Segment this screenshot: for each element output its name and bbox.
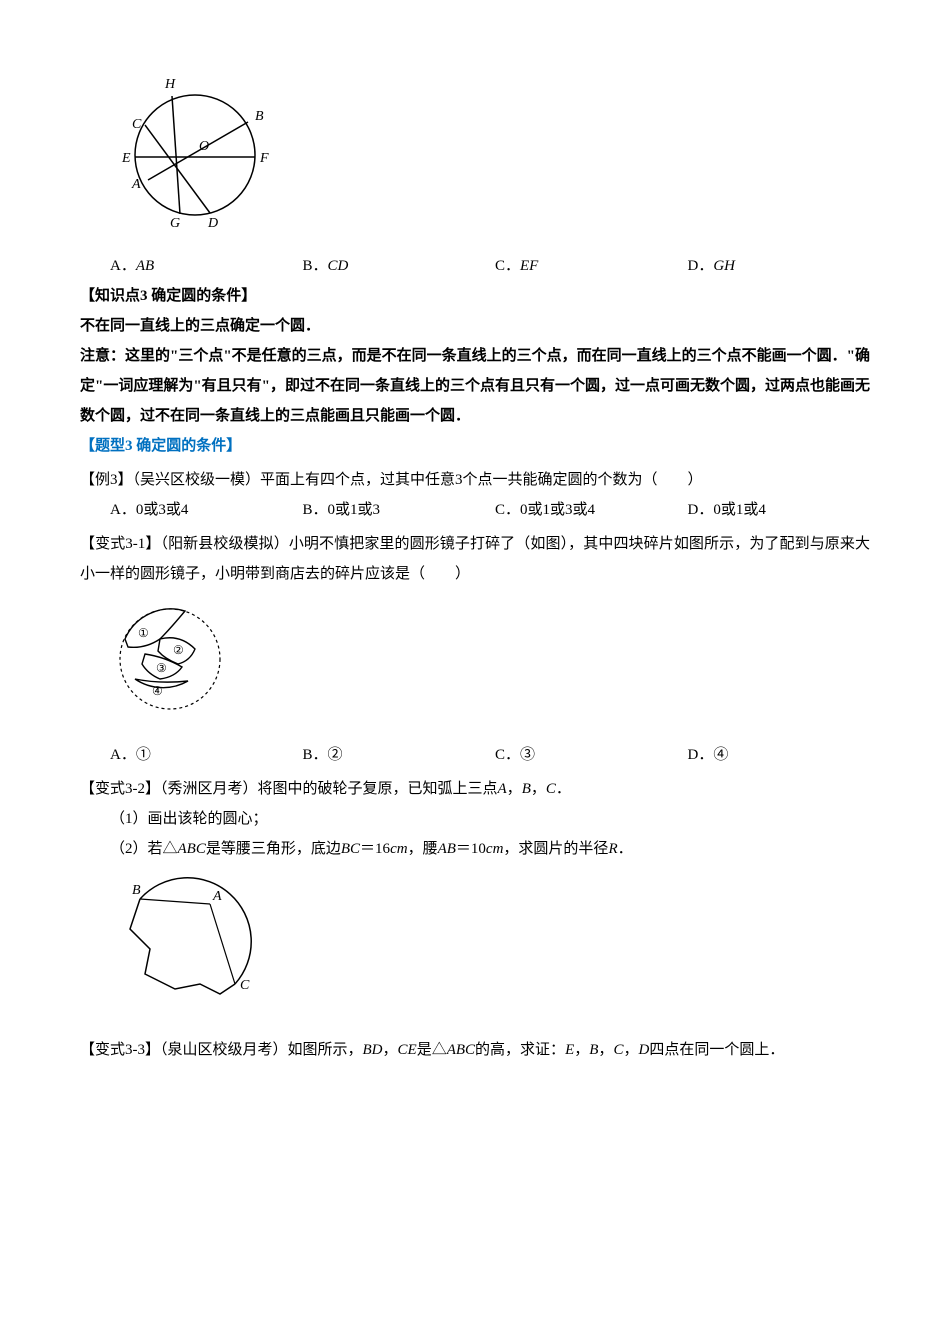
- tx3-title: 【题型3 确定圆的条件】: [80, 431, 870, 461]
- kp3-title: 【知识点3 确定圆的条件】: [80, 281, 870, 311]
- svg-text:②: ②: [173, 643, 184, 657]
- v32-sub1: （1）画出该轮的圆心；: [80, 804, 870, 834]
- label-C: C: [132, 117, 142, 132]
- v31-options: A．① B．② C．③ D．④: [80, 740, 870, 770]
- svg-text:③: ③: [156, 661, 167, 675]
- svg-text:④: ④: [152, 684, 163, 698]
- option-A: A．AB: [110, 251, 293, 281]
- v31-opt-D: D．④: [688, 740, 871, 770]
- figure-broken-wheel: B A C: [110, 874, 870, 1025]
- label-E: E: [121, 151, 131, 166]
- ex3-text: 【例3】（吴兴区校级一模）平面上有四个点，过其中任意3个点一共能确定圆的个数为（…: [80, 465, 870, 495]
- ex3-options: A．0或3或4 B．0或1或3 C．0或1或3或4 D．0或1或4: [80, 495, 870, 525]
- ex3-opt-B: B．0或1或3: [303, 495, 486, 525]
- q1-options: A．AB B．CD C．EF D．GH: [80, 251, 870, 281]
- v31-text: 【变式3-1】（阳新县校级模拟）小明不慎把家里的圆形镜子打碎了（如图），其中四块…: [80, 529, 870, 589]
- label-F: F: [259, 151, 269, 166]
- label-G: G: [170, 216, 180, 230]
- option-B: B．CD: [303, 251, 486, 281]
- option-D: D．GH: [688, 251, 871, 281]
- figure-broken-mirror: ① ② ③ ④: [110, 599, 870, 730]
- ex3-opt-D: D．0或1或4: [688, 495, 871, 525]
- figure-circle-chords: O H B C E F A G D: [110, 70, 870, 241]
- label-C: C: [240, 978, 250, 993]
- label-B: B: [132, 883, 141, 898]
- svg-text:①: ①: [138, 626, 149, 640]
- v33-text: 【变式3-3】（泉山区校级月考）如图所示，BD，CE是△ABC的高，求证：E，B…: [80, 1035, 870, 1065]
- label-H: H: [164, 77, 176, 92]
- kp3-line2: 注意：这里的"三个点"不是任意的三点，而是不在同一条直线上的三个点，而在同一直线…: [80, 341, 870, 431]
- v32-text: 【变式3-2】（秀洲区月考）将图中的破轮子复原，已知弧上三点A，B，C．: [80, 774, 870, 804]
- v32-sub2: （2）若△ABC是等腰三角形，底边BC＝16cm，腰AB＝10cm，求圆片的半径…: [80, 834, 870, 864]
- label-O: O: [199, 139, 209, 154]
- v31-opt-C: C．③: [495, 740, 678, 770]
- option-C: C．EF: [495, 251, 678, 281]
- v31-opt-B: B．②: [303, 740, 486, 770]
- label-B: B: [255, 109, 264, 124]
- ex3-opt-C: C．0或1或3或4: [495, 495, 678, 525]
- label-D: D: [207, 216, 218, 230]
- kp3-line1: 不在同一直线上的三点确定一个圆．: [80, 311, 870, 341]
- label-A: A: [212, 889, 222, 904]
- label-A: A: [131, 177, 141, 192]
- ex3-opt-A: A．0或3或4: [110, 495, 293, 525]
- v31-opt-A: A．①: [110, 740, 293, 770]
